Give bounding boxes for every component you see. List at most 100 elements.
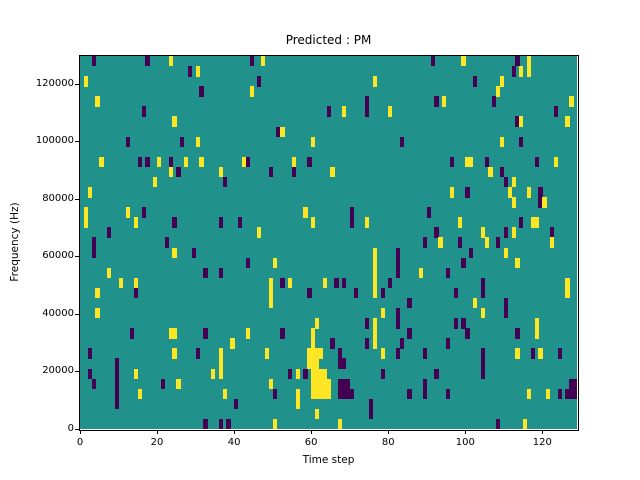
heatmap-cell [365, 318, 370, 329]
heatmap-cell [203, 418, 208, 429]
heatmap-cell [457, 237, 462, 248]
heatmap-cell [95, 287, 100, 299]
heatmap-cell [176, 166, 181, 178]
heatmap-cell [380, 287, 385, 299]
heatmap-cell [83, 207, 89, 218]
heatmap-cell [195, 348, 200, 359]
heatmap-cell [446, 388, 451, 400]
heatmap-cell [534, 217, 539, 228]
heatmap-cell [484, 156, 489, 168]
x-tick-mark [465, 430, 467, 434]
heatmap-cell [195, 66, 200, 77]
heatmap-cell [295, 398, 300, 410]
heatmap-cell [395, 257, 401, 269]
heatmap-cell [565, 116, 570, 127]
heatmap-cell [222, 176, 227, 188]
x-tick-label: 120 [532, 437, 552, 448]
heatmap-cell [307, 287, 312, 299]
heatmap-cell [91, 237, 96, 248]
heatmap-cell [315, 368, 320, 379]
x-tick-mark [80, 430, 81, 434]
heatmap-cell [114, 388, 119, 400]
heatmap-cell [272, 257, 277, 269]
heatmap-cell [569, 96, 574, 107]
heatmap-cell [503, 297, 509, 309]
heatmap-cell [422, 378, 428, 390]
heatmap-cell [338, 378, 343, 390]
heatmap-cell [365, 217, 370, 228]
y-tick-label: 80000 [42, 192, 74, 204]
heatmap-cell [168, 156, 173, 168]
heatmap-cell [268, 166, 274, 178]
heatmap-cell [322, 277, 327, 289]
heatmap-cell [395, 348, 401, 359]
heatmap-cell [334, 277, 339, 289]
heatmap-cell [99, 156, 104, 168]
heatmap-cell [315, 358, 320, 369]
heatmap-cell [191, 247, 196, 258]
heatmap-cell [372, 257, 378, 269]
heatmap-cell [318, 388, 324, 400]
heatmap-cell [311, 368, 316, 379]
heatmap-cell [311, 136, 316, 148]
heatmap-cell [496, 86, 501, 97]
heatmap-cell [368, 398, 374, 410]
heatmap-cell [573, 388, 577, 400]
heatmap-cell [218, 418, 223, 429]
heatmap-cell [303, 368, 308, 379]
heatmap-cell [526, 388, 532, 400]
heatmap-cell [130, 328, 135, 339]
heatmap-cell [422, 388, 428, 400]
x-tick-label: 60 [304, 437, 318, 448]
heatmap-cell [550, 227, 555, 238]
y-tick-mark [75, 371, 79, 373]
heatmap-cell [503, 308, 509, 319]
heatmap-cell [322, 378, 327, 390]
heatmap-cell [526, 66, 532, 77]
heatmap-cell [449, 156, 455, 168]
heatmap-cell [507, 187, 512, 198]
x-tick-label: 20 [150, 437, 164, 448]
heatmap-cell [365, 106, 370, 117]
heatmap-cell [565, 287, 570, 299]
heatmap-cell [480, 287, 485, 299]
heatmap-cell [380, 348, 385, 359]
heatmap-cell [480, 368, 485, 379]
heatmap-cell [330, 166, 335, 178]
heatmap-cell [264, 348, 270, 359]
heatmap-cell [480, 277, 485, 289]
heatmap-cell [515, 348, 520, 359]
heatmap-cell [95, 96, 100, 107]
heatmap-cell [480, 348, 485, 359]
heatmap-cell [565, 388, 570, 400]
heatmap-cell [187, 66, 193, 77]
heatmap-cell [338, 388, 343, 400]
heatmap-cell [519, 66, 524, 77]
heatmap-cell [280, 277, 285, 289]
y-tick-label: 100000 [35, 135, 74, 147]
x-tick-label: 80 [381, 437, 395, 448]
heatmap-cell [157, 156, 162, 168]
heatmap-cell [399, 136, 405, 148]
heatmap-cell [280, 328, 285, 339]
heatmap-cell [511, 66, 516, 77]
heatmap-cell [338, 348, 343, 359]
x-tick-mark [157, 430, 159, 434]
x-tick-mark [388, 430, 390, 434]
heatmap-cell [395, 318, 401, 329]
heatmap-cell [230, 338, 235, 349]
heatmap-cell [106, 227, 112, 238]
heatmap-cell [295, 368, 300, 379]
heatmap-cell [395, 267, 401, 279]
heatmap-cell [442, 96, 447, 107]
heatmap-cell [422, 348, 428, 359]
heatmap-cell [526, 56, 532, 67]
heatmap-cell [372, 318, 378, 329]
heatmap-cell [395, 308, 401, 319]
heatmap-cell [330, 338, 335, 349]
heatmap-cell [446, 267, 451, 279]
heatmap-cell [291, 156, 297, 168]
heatmap-cell [288, 368, 293, 379]
heatmap-cell [164, 237, 169, 248]
